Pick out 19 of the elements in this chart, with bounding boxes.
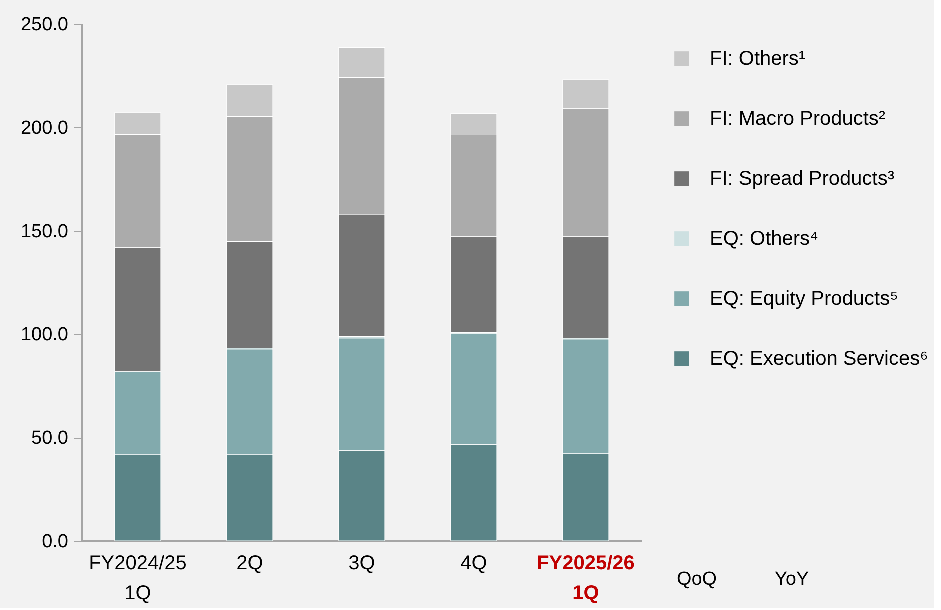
y-tick-label: 250.0 xyxy=(20,14,68,36)
legend-label: FI: Spread Products³ xyxy=(710,168,895,190)
x-tick-label: 3Q xyxy=(348,552,376,574)
legend-label: EQ: Equity Products⁵ xyxy=(710,288,898,310)
legend-label: EQ: Execution Services⁶ xyxy=(710,348,928,370)
y-tick-label: 150.0 xyxy=(20,221,68,242)
text: YoY xyxy=(774,569,810,590)
y-tick-label: 50.0 xyxy=(32,428,68,450)
x-tick-label: FY2024/25 1Q xyxy=(89,552,187,604)
legend-label: FI: Others¹ xyxy=(710,48,806,70)
y-tick-label: 200.0 xyxy=(20,118,68,139)
y-tick-label: 0.0 xyxy=(42,532,68,552)
y-tick-label: 100.0 xyxy=(20,324,68,346)
x-tick-label: 2Q xyxy=(236,552,264,574)
legend-label: EQ: Others⁴ xyxy=(710,228,819,250)
legend-label: FI: Macro Products² xyxy=(710,108,886,130)
x-tick-label: FY2025/26 1Q xyxy=(537,552,635,604)
text: QoQ xyxy=(676,569,718,590)
x-tick-label: 4Q xyxy=(460,552,488,574)
